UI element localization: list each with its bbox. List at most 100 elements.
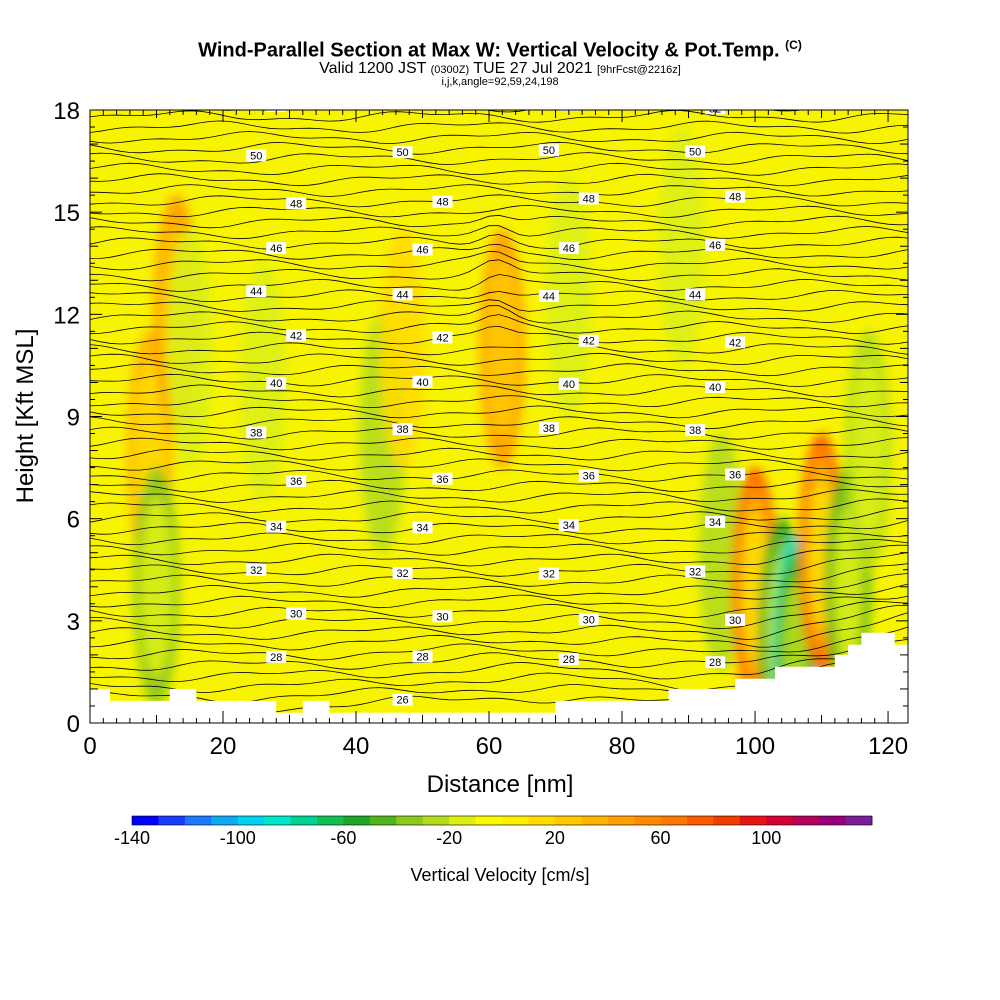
colorbar-swatch: [554, 816, 582, 825]
chart-title-text: Wind-Parallel Section at Max W: Vertical…: [198, 39, 780, 62]
theta-contour-line: [90, 120, 908, 134]
theta-contour-line: [90, 141, 908, 155]
theta-contour-line: [90, 184, 908, 197]
contour-label-34: 34: [558, 519, 579, 532]
contour-label-46: 46: [705, 238, 726, 252]
theta-contour-line: [90, 468, 908, 482]
contour-label-38: 38: [538, 422, 559, 435]
svg-text:50: 50: [250, 150, 262, 162]
theta-contour-line: [90, 342, 908, 356]
colorbar-tick-label: -100: [220, 828, 256, 848]
x-tick-label: 0: [83, 733, 96, 760]
colorbar-swatch: [449, 816, 476, 825]
theta-contour-line: [90, 539, 908, 556]
contour-label-36: 36: [432, 472, 453, 486]
x-tick-label: 80: [609, 733, 636, 760]
colorbar-tick-label: 60: [651, 828, 671, 848]
velocity-feature-1: [133, 466, 180, 707]
theta-contour-line: [90, 152, 908, 166]
theta-contour-line: [90, 194, 908, 208]
contour-label-48: 48: [286, 197, 307, 210]
colorbar-swatch: [607, 816, 635, 825]
svg-text:36: 36: [583, 471, 595, 483]
theta-contour-line: [90, 479, 908, 493]
svg-text:28: 28: [270, 652, 282, 664]
contour-label-28: 28: [412, 650, 433, 664]
colorbar-swatch: [369, 816, 397, 825]
contour-label-48: 48: [578, 192, 599, 205]
theta-contour-line: [90, 274, 908, 292]
y-tick-label: 18: [53, 98, 80, 125]
valid-time: Valid 1200 JST: [319, 60, 427, 77]
x-tick-label: 20: [210, 733, 237, 760]
theta-contour-line: [90, 612, 908, 651]
colorbar-swatch: [792, 816, 820, 825]
theta-contour-line: [90, 638, 908, 671]
y-tick-label: 6: [67, 507, 80, 534]
contour-label-44: 44: [538, 289, 559, 303]
svg-text:38: 38: [689, 425, 701, 437]
contour-label-42: 42: [432, 331, 453, 344]
theta-contour-line: [90, 384, 908, 398]
y-tick-label: 0: [67, 711, 80, 738]
svg-text:34: 34: [709, 517, 721, 529]
colorbar-tick-label: -20: [436, 828, 462, 848]
valid-date: TUE 27 Jul 2021: [473, 60, 593, 77]
contour-label-40: 40: [558, 377, 579, 391]
svg-text:48: 48: [729, 192, 741, 204]
velocity-feature-6: [379, 228, 426, 469]
theta-contour-line: [90, 289, 908, 303]
svg-text:32: 32: [250, 565, 262, 577]
svg-text:48: 48: [436, 197, 448, 209]
contour-label-40: 40: [705, 381, 726, 394]
velocity-feature-8: [545, 177, 592, 418]
svg-text:48: 48: [290, 198, 302, 210]
colorbar-swatch: [475, 816, 503, 825]
svg-text:50: 50: [689, 146, 701, 158]
theta-contour-line: [90, 458, 908, 472]
colorbar-swatch: [687, 816, 714, 825]
svg-text:42: 42: [729, 337, 741, 349]
colorbar-swatch: [132, 816, 159, 825]
svg-text:26: 26: [396, 695, 408, 707]
theta-contour-line: [90, 426, 908, 440]
svg-text:34: 34: [270, 522, 282, 534]
svg-text:44: 44: [396, 289, 408, 301]
x-axis-label: Distance [nm]: [427, 771, 574, 798]
y-axis-label: Height [Kft MSL]: [12, 329, 39, 504]
contour-label-40: 40: [412, 375, 433, 389]
svg-text:36: 36: [436, 474, 448, 486]
velocity-feature-3: [166, 228, 213, 469]
contour-label-38: 38: [392, 423, 413, 436]
contour-label-36: 36: [286, 475, 307, 488]
svg-text:32: 32: [689, 566, 701, 578]
theta-contour-line: [90, 250, 908, 271]
colorbar-swatch: [660, 816, 688, 825]
theta-contour-line: [90, 563, 908, 587]
theta-contour-line: [90, 405, 908, 419]
x-tick-label: 100: [735, 733, 775, 760]
colorbar-swatch: [237, 816, 265, 825]
theta-contour-line: [90, 583, 908, 609]
contour-label-42: 42: [725, 336, 746, 349]
svg-text:44: 44: [250, 286, 262, 298]
theta-contour-line: [90, 507, 908, 525]
svg-text:40: 40: [270, 378, 282, 390]
chart-subtitle: Valid 1200 JST (0300Z) TUE 27 Jul 2021 […: [0, 60, 1000, 78]
svg-text:34: 34: [563, 520, 575, 532]
contour-label-28: 28: [266, 650, 287, 664]
colorbar-swatch: [264, 816, 291, 825]
contour-label-44: 44: [392, 288, 413, 301]
theta-contour-line: [90, 395, 908, 409]
contour-label-30: 30: [578, 613, 599, 626]
svg-text:44: 44: [689, 289, 701, 301]
theta-contour-line: [90, 416, 908, 430]
y-tick-label: 15: [53, 200, 80, 227]
velocity-feature-9: [658, 126, 705, 367]
contour-label-38: 38: [246, 426, 267, 439]
theta-contour-line: [90, 225, 908, 240]
contour-label-48: 48: [725, 190, 746, 204]
colorbar-swatch: [211, 816, 239, 825]
x-tick-label: 60: [476, 733, 503, 760]
